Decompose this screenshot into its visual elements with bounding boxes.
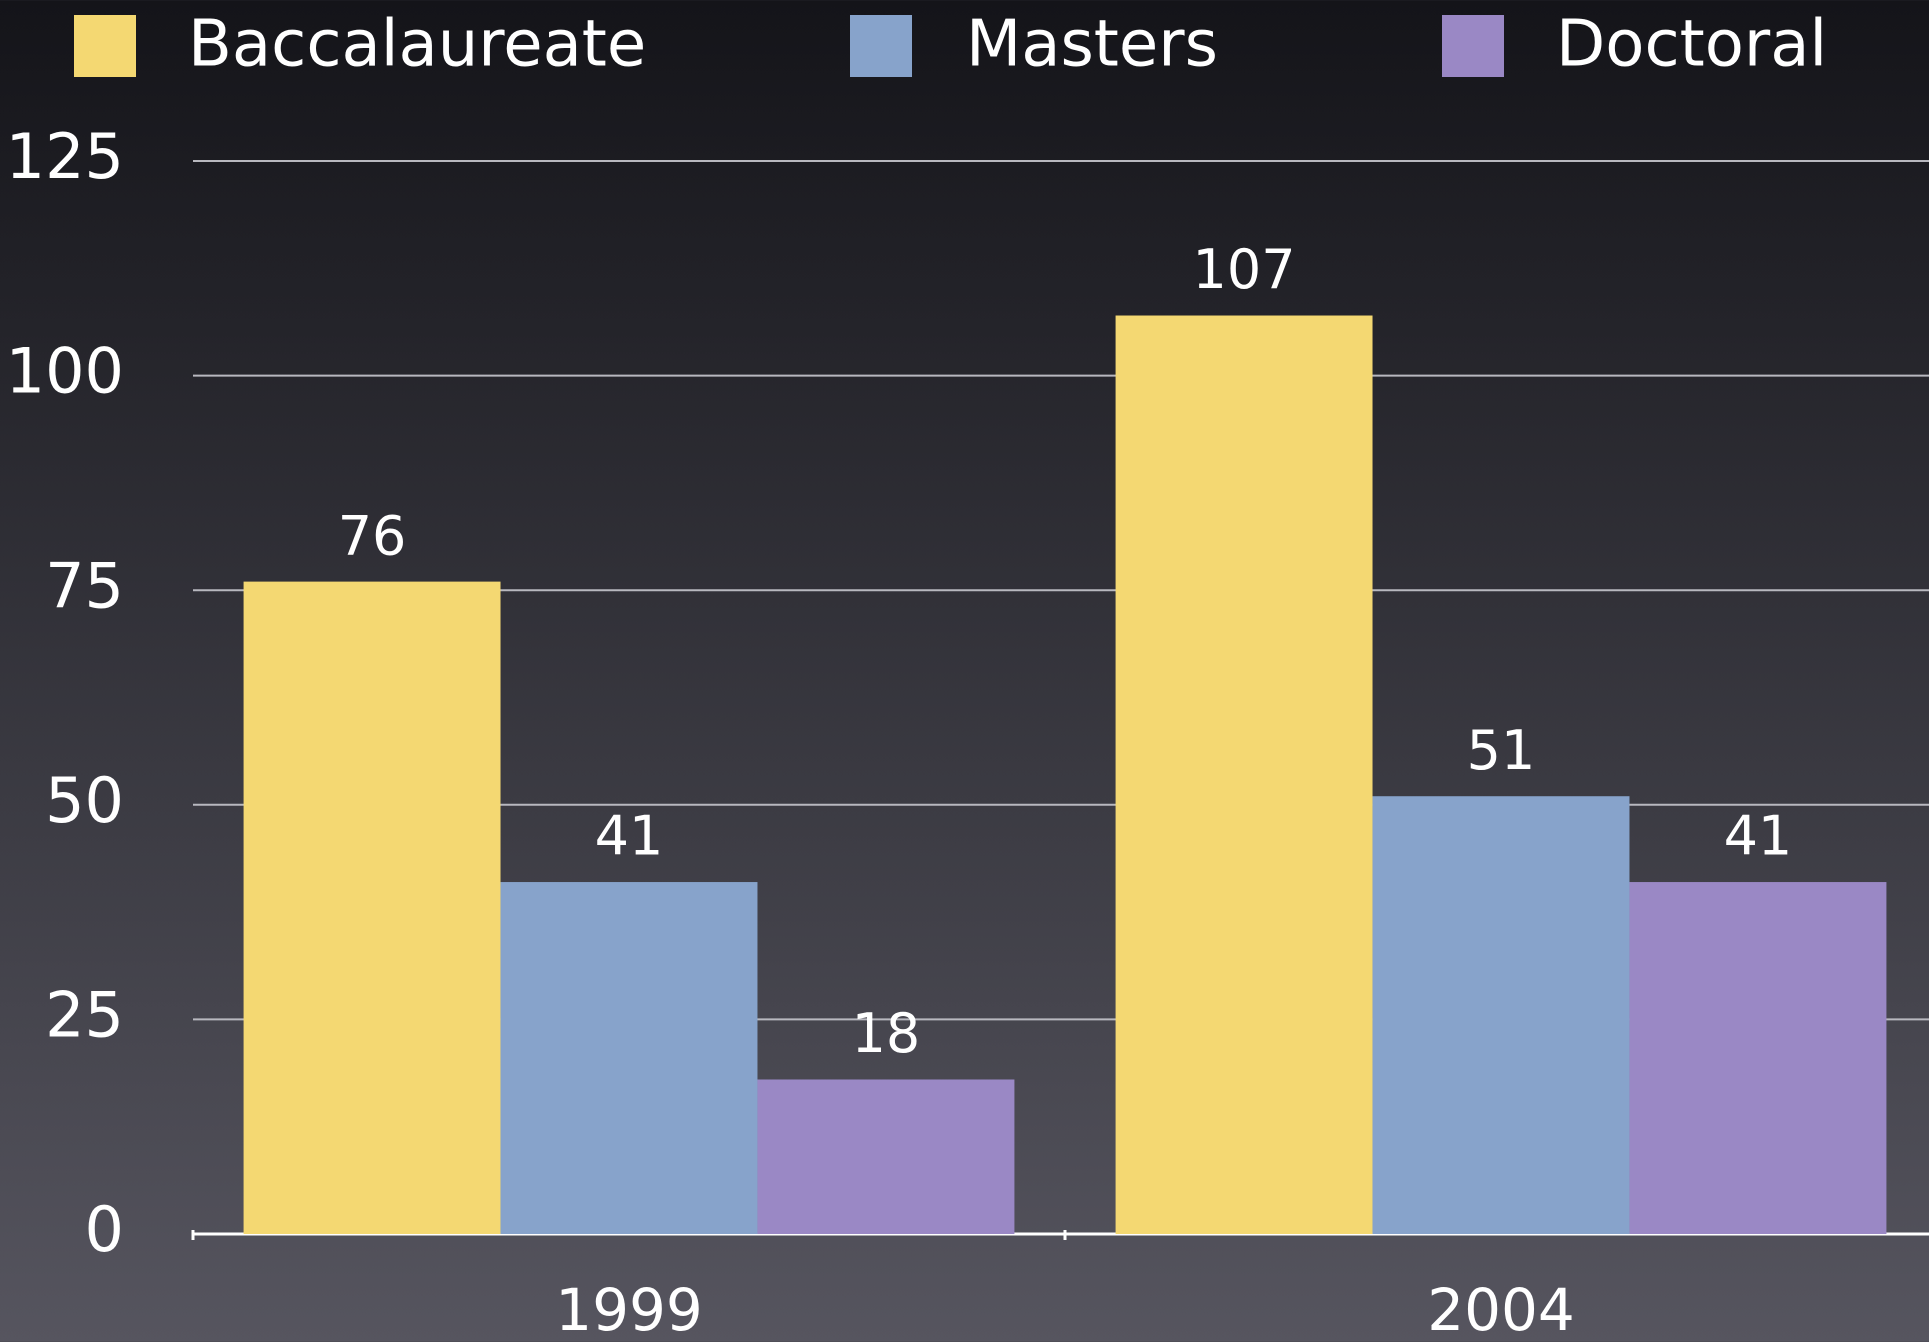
bar xyxy=(1372,796,1630,1234)
bar xyxy=(1115,315,1373,1235)
data-label: 41 xyxy=(595,805,664,868)
x-tick-label: 1999 xyxy=(555,1276,703,1342)
legend-label: Doctoral xyxy=(1556,8,1827,82)
data-label: 107 xyxy=(1193,238,1296,301)
bar xyxy=(757,1079,1015,1234)
data-label: 18 xyxy=(852,1002,921,1065)
y-tick-label: 0 xyxy=(85,1193,124,1266)
y-tick-label: 75 xyxy=(45,549,124,622)
x-tick-label: 2004 xyxy=(1427,1276,1575,1342)
y-tick-label: 125 xyxy=(6,120,124,193)
legend-swatch xyxy=(1442,15,1504,77)
data-label: 41 xyxy=(1724,805,1793,868)
legend-swatch xyxy=(850,15,912,77)
y-tick-label: 50 xyxy=(45,764,124,837)
y-tick-label: 100 xyxy=(6,335,124,408)
data-label: 76 xyxy=(338,504,407,567)
legend-swatch xyxy=(74,15,136,77)
bar xyxy=(243,581,501,1234)
legend-label: Masters xyxy=(966,8,1218,82)
y-tick-label: 25 xyxy=(45,978,124,1051)
bar xyxy=(1629,882,1887,1234)
bar xyxy=(500,882,758,1234)
legend-label: Baccalaureate xyxy=(188,8,646,82)
data-label: 51 xyxy=(1467,719,1536,782)
